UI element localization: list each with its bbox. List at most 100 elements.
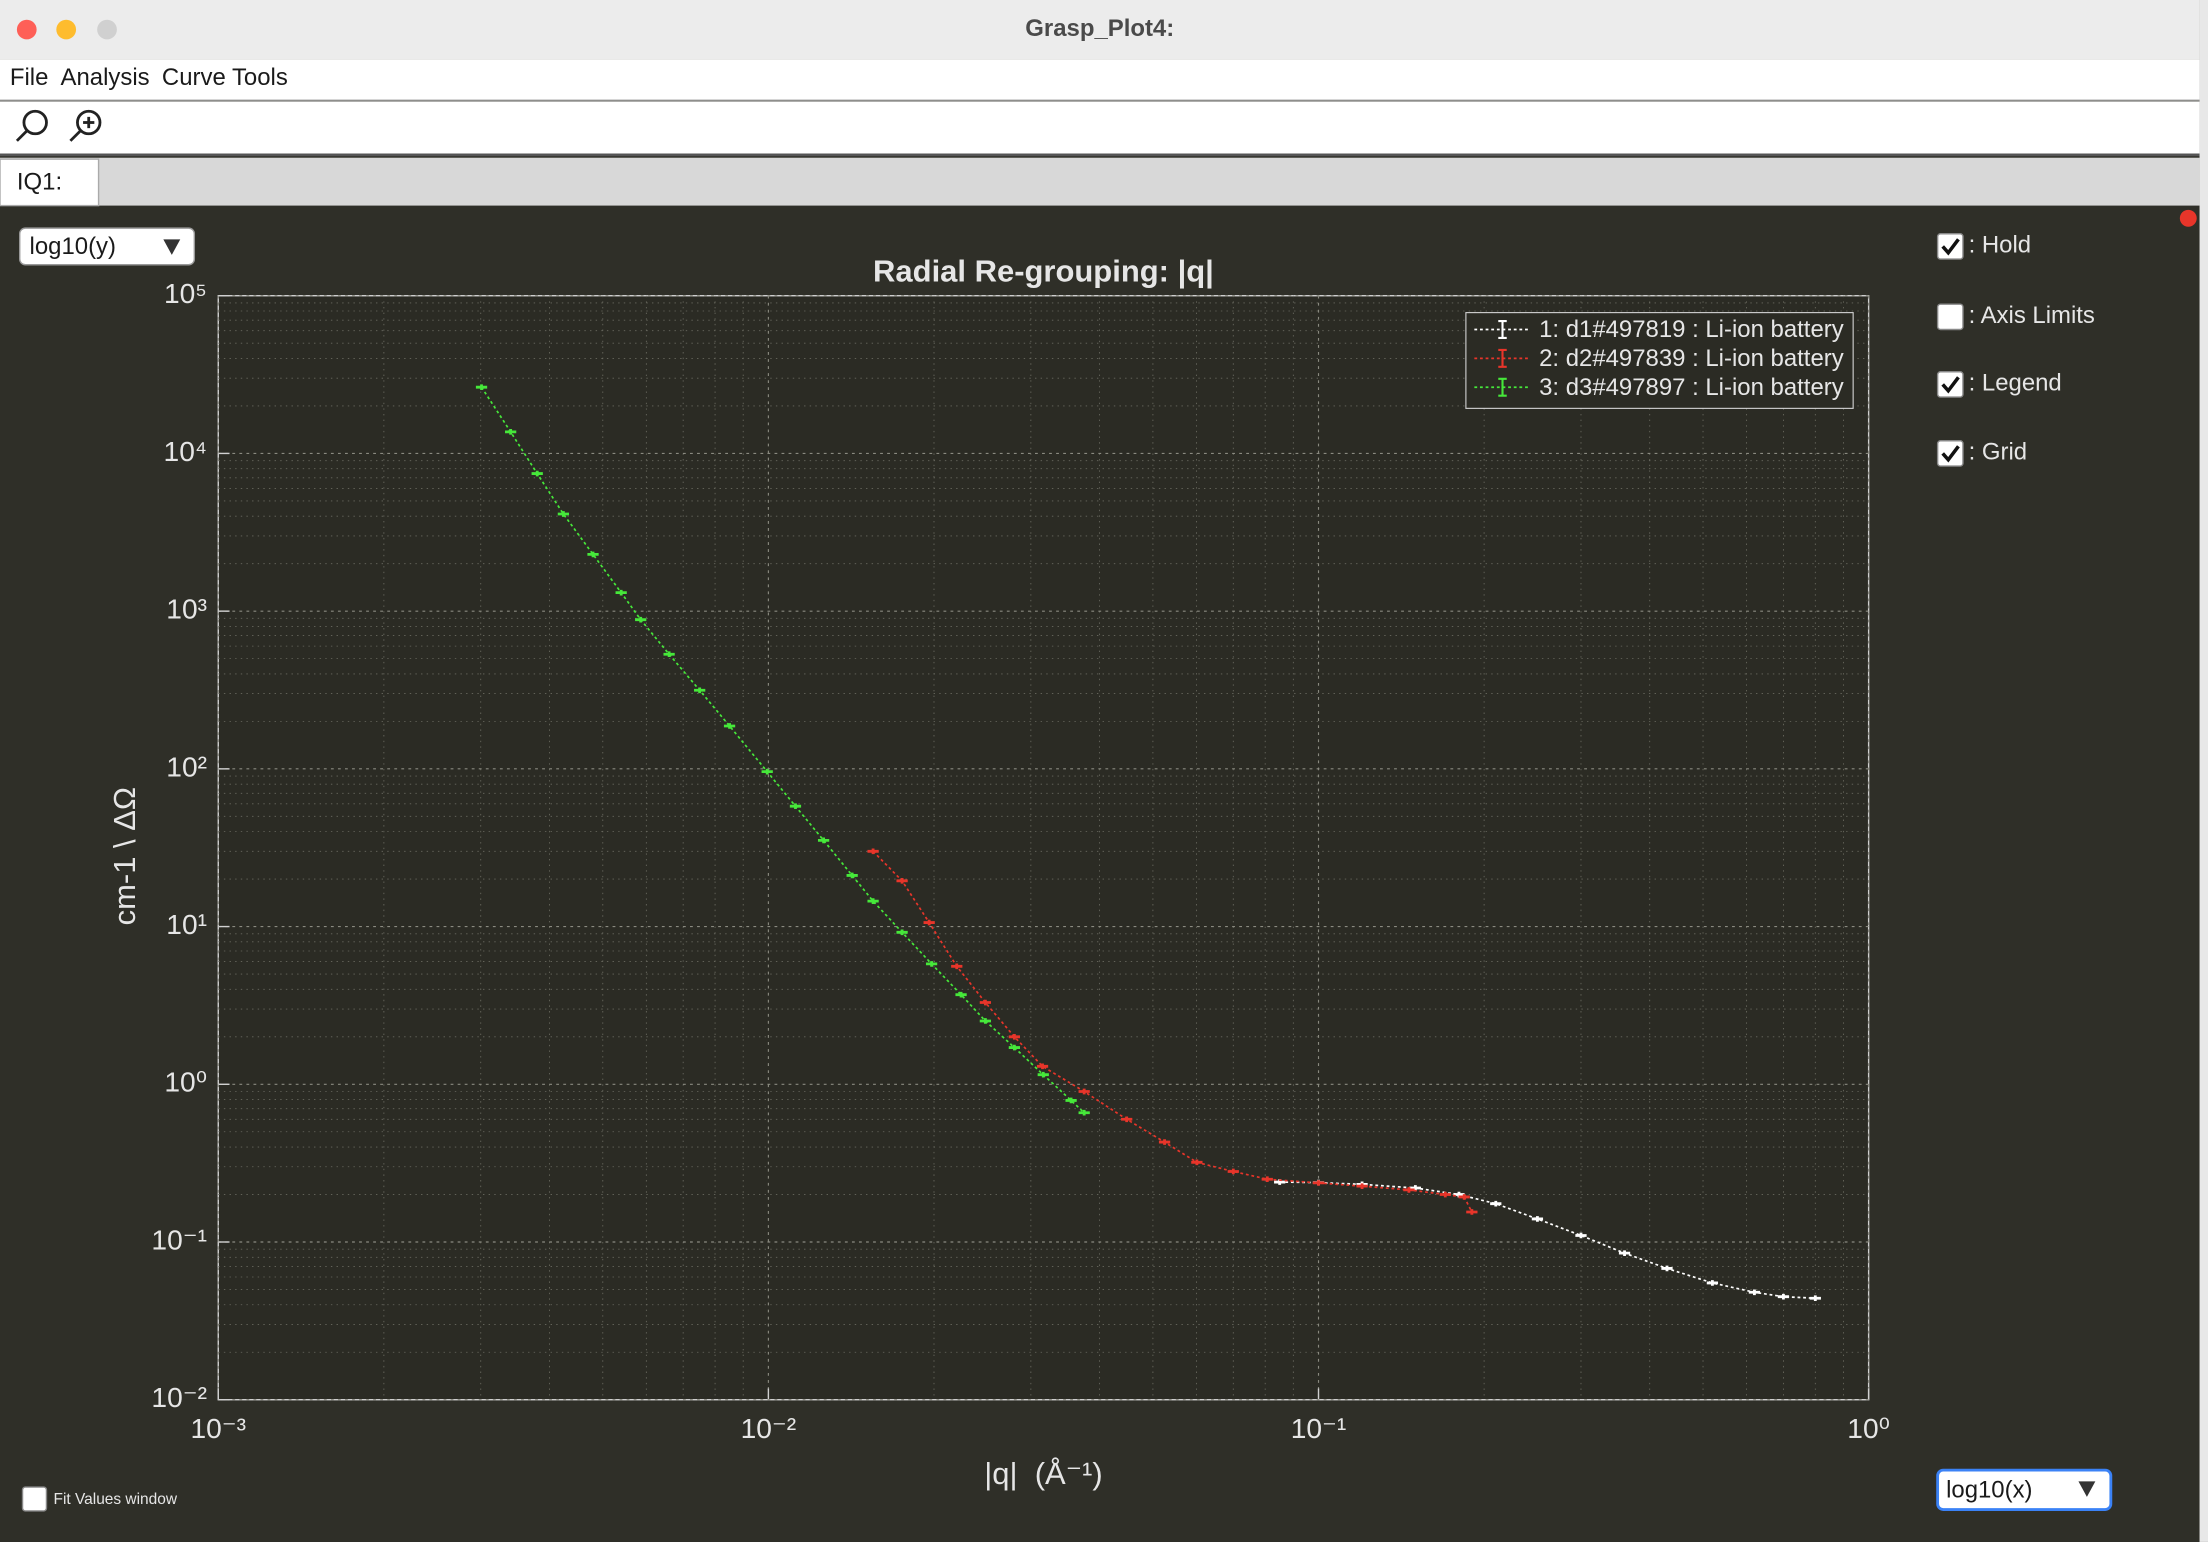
close-button[interactable] bbox=[16, 19, 37, 40]
data-point bbox=[1065, 1097, 1077, 1104]
legend-label: 2: d2#497839 : Li-ion battery bbox=[1539, 345, 1844, 372]
check-mark bbox=[1941, 376, 1960, 394]
status-dot bbox=[2179, 209, 2197, 227]
data-point bbox=[951, 963, 963, 970]
data-point bbox=[846, 872, 858, 879]
data-point bbox=[1191, 1159, 1203, 1166]
data-point bbox=[979, 999, 992, 1006]
zoom-button[interactable] bbox=[97, 19, 117, 40]
data-point bbox=[1078, 1088, 1090, 1095]
legend-marker bbox=[1498, 377, 1507, 397]
data-point bbox=[505, 429, 517, 435]
data-point bbox=[1748, 1289, 1761, 1296]
y-scale-dropdown[interactable] bbox=[19, 227, 196, 266]
x-tick-label: 10⁻¹ bbox=[1291, 1413, 1347, 1444]
data-point bbox=[1227, 1168, 1239, 1175]
data-point bbox=[979, 1018, 992, 1024]
menu-bar bbox=[0, 59, 2200, 100]
check-mark bbox=[1941, 445, 1960, 463]
checkbox[interactable] bbox=[1936, 371, 1964, 398]
data-point bbox=[1158, 1139, 1171, 1145]
checkbox[interactable] bbox=[1936, 233, 1964, 260]
x-scale-value[interactable]: log10(x) bbox=[1946, 1477, 2032, 1504]
y-tick-label: 10³ bbox=[166, 594, 207, 625]
y-tick-label: 10¹ bbox=[166, 909, 207, 940]
x-tick-label: 10⁰ bbox=[1847, 1413, 1890, 1444]
legend-marker bbox=[1498, 348, 1507, 368]
menu-item[interactable]: Analysis bbox=[61, 64, 150, 91]
data-point bbox=[1312, 1180, 1325, 1186]
y-scale-value[interactable]: log10(y) bbox=[30, 233, 116, 260]
data-point bbox=[694, 687, 706, 694]
data-point bbox=[1008, 1033, 1021, 1040]
title-bar bbox=[0, 0, 2200, 60]
checkbox[interactable] bbox=[1936, 440, 1964, 467]
y-tick-label: 10⁵ bbox=[164, 278, 207, 309]
data-point bbox=[1466, 1209, 1478, 1215]
data-point bbox=[587, 551, 599, 558]
data-point bbox=[1037, 1071, 1049, 1078]
data-point bbox=[925, 961, 938, 967]
data-point bbox=[1661, 1265, 1673, 1272]
menu-item[interactable]: File bbox=[10, 64, 49, 91]
data-point bbox=[867, 848, 879, 855]
checkbox-label[interactable]: : Axis Limits bbox=[1969, 302, 2095, 329]
data-point bbox=[1458, 1194, 1470, 1200]
data-point bbox=[1008, 1044, 1021, 1051]
data-point bbox=[723, 723, 736, 729]
data-point bbox=[1356, 1183, 1368, 1189]
check-mark bbox=[1941, 238, 1960, 256]
tab[interactable] bbox=[0, 158, 100, 207]
legend-label: 1: d1#497819 : Li-ion battery bbox=[1539, 316, 1844, 343]
data-point bbox=[867, 898, 879, 904]
legend-label: 3: d3#497897 : Li-ion battery bbox=[1539, 374, 1844, 401]
data-point bbox=[663, 651, 675, 658]
data-point bbox=[635, 616, 647, 623]
checkbox-label[interactable]: Fit Values window bbox=[54, 1491, 178, 1508]
x-axis-label: |q| (Å⁻¹) bbox=[984, 1456, 1102, 1491]
data-point bbox=[1490, 1200, 1502, 1207]
chart-title: Radial Re-grouping: |q| bbox=[873, 253, 1214, 288]
data-point bbox=[557, 511, 570, 517]
y-tick-label: 10⁻¹ bbox=[151, 1224, 207, 1255]
tab-label[interactable]: IQ1: bbox=[17, 168, 62, 195]
data-point bbox=[896, 878, 908, 884]
data-point bbox=[531, 470, 543, 477]
dropdown-arrow bbox=[2078, 1481, 2096, 1497]
window-edge bbox=[2199, 0, 2208, 1542]
y-axis-label: cm-1 \ ΔΩ bbox=[107, 787, 142, 925]
y-tick-label: 10⁻² bbox=[151, 1382, 207, 1413]
data-point bbox=[955, 991, 967, 998]
data-point bbox=[789, 803, 802, 809]
zoom-out-tool[interactable] bbox=[15, 109, 48, 142]
x-tick-label: 10⁻³ bbox=[190, 1413, 246, 1444]
tab-bar bbox=[0, 157, 2200, 206]
zoom-in-tool[interactable] bbox=[69, 109, 102, 142]
dropdown-arrow bbox=[163, 239, 181, 255]
data-point bbox=[761, 768, 773, 775]
toolbar bbox=[0, 101, 2200, 155]
data-point bbox=[1261, 1176, 1273, 1183]
checkbox-label[interactable]: : Hold bbox=[1969, 232, 2032, 259]
x-tick-label: 10⁻² bbox=[741, 1413, 797, 1444]
checkbox[interactable] bbox=[21, 1486, 48, 1512]
x-scale-dropdown[interactable] bbox=[1936, 1468, 2113, 1511]
data-point bbox=[615, 589, 627, 596]
menu-item[interactable]: Curve Tools bbox=[162, 64, 288, 91]
data-point bbox=[817, 837, 830, 844]
checkbox[interactable] bbox=[1936, 303, 1964, 331]
y-tick-label: 10⁰ bbox=[164, 1067, 207, 1098]
data-point bbox=[1078, 1109, 1090, 1116]
y-tick-label: 10² bbox=[166, 751, 207, 782]
minimize-button[interactable] bbox=[56, 19, 77, 40]
y-tick-label: 10⁴ bbox=[164, 436, 207, 467]
data-point bbox=[1706, 1280, 1719, 1286]
data-point bbox=[1575, 1232, 1587, 1239]
plot-area bbox=[217, 295, 1870, 1401]
data-point bbox=[1777, 1293, 1790, 1300]
data-point bbox=[1121, 1116, 1133, 1123]
data-point bbox=[475, 384, 488, 391]
checkbox-label[interactable]: : Legend bbox=[1969, 370, 2062, 397]
checkbox-label[interactable]: : Grid bbox=[1969, 439, 2028, 466]
